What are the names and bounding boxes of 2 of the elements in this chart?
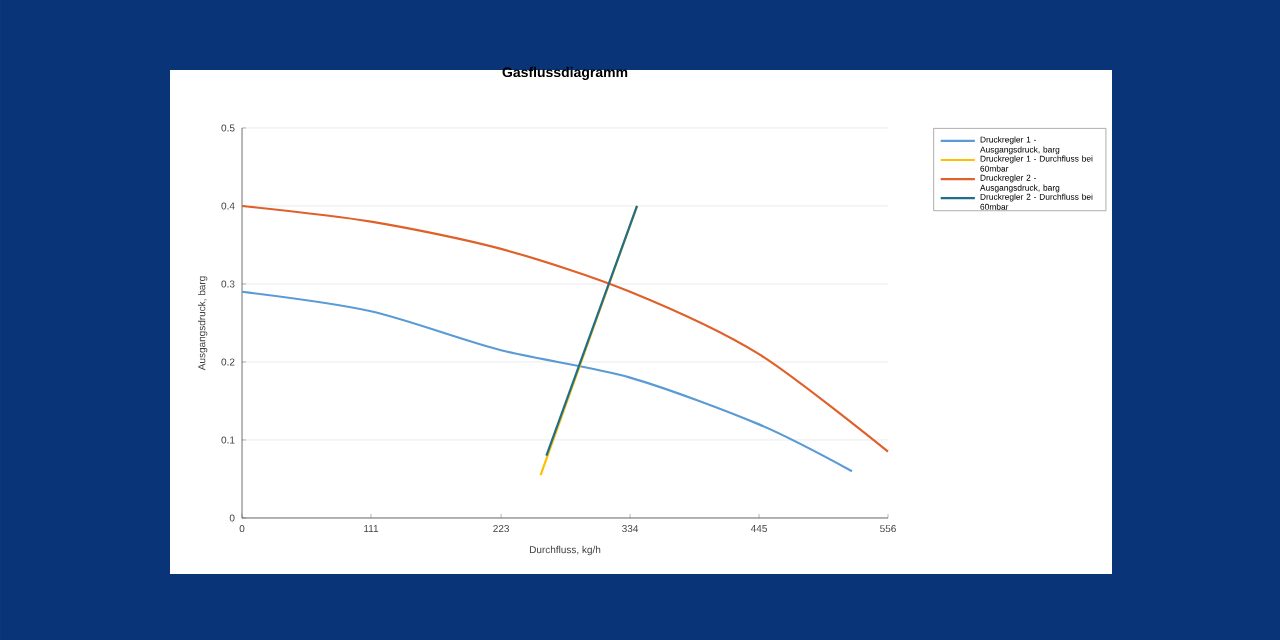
line-series bbox=[240, 204, 890, 453]
line-series bbox=[240, 290, 854, 473]
